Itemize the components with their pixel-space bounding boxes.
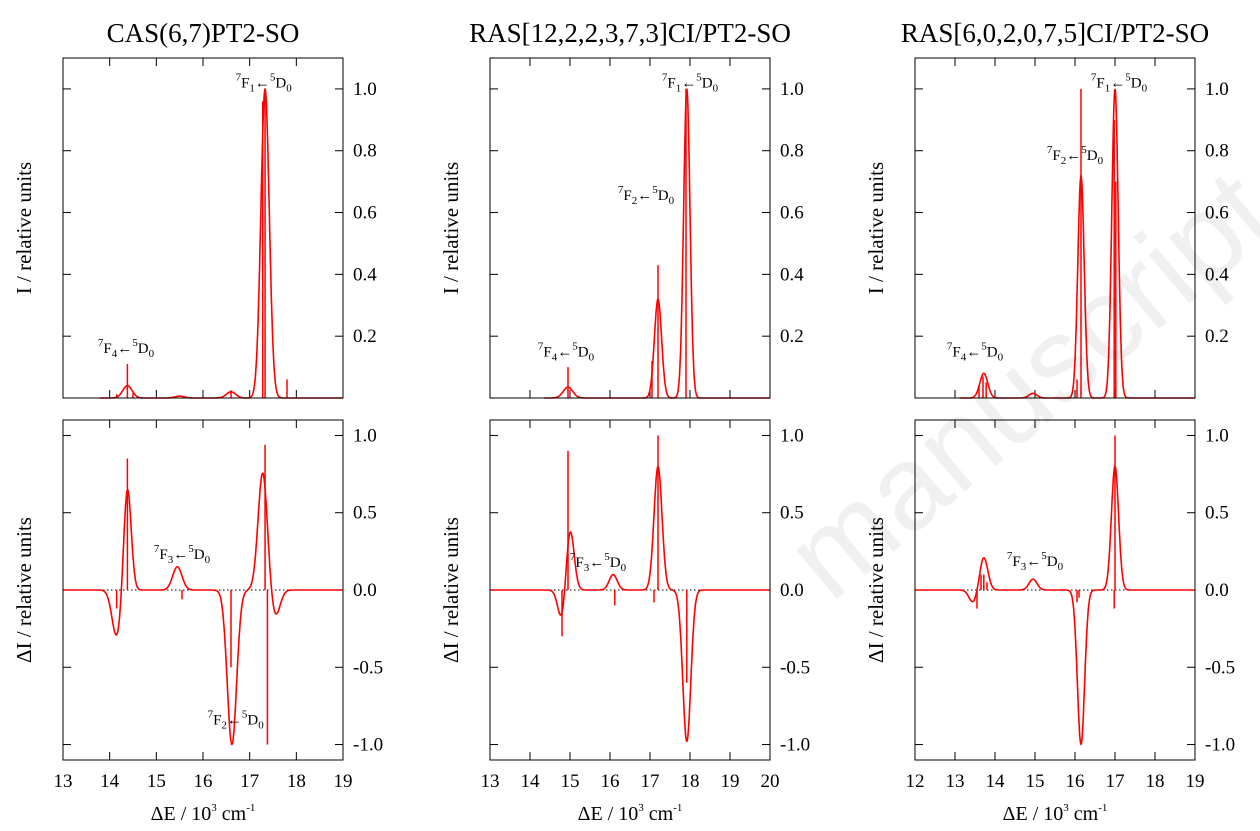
x-axis-label: ΔE / 103 cm-1: [151, 802, 256, 825]
plot-frame: [914, 57, 1196, 399]
x-tick-label: 13: [946, 771, 965, 792]
panel-1-top: RAS[12,2,2,3,7,3]CI/PT2-SO I / relative u…: [439, 18, 804, 399]
transition-annotation: 7F3←5D0: [154, 543, 211, 566]
transition-annotation: 7F3←5D0: [570, 551, 627, 574]
y-axis-label: I / relative units: [12, 162, 36, 294]
transition-annotation: 7F1←5D0: [1091, 71, 1148, 94]
y-axis-label: ΔI / relative units: [864, 517, 888, 663]
y-tick-label: 0.0: [1205, 580, 1229, 601]
y-tick-label: 1.0: [353, 425, 377, 446]
panel-0-top: CAS(6,7)PT2-SO I / relative units 0.2 0.4 0.…: [12, 18, 377, 399]
x-tick-label: 19: [1186, 771, 1205, 792]
panel-2-top: RAS[6,0,2,0,7,5]CI/PT2-SO I / relative un…: [864, 18, 1229, 399]
x-tick-label: 14: [100, 771, 120, 792]
y-tick-label: -0.5: [780, 657, 810, 678]
x-tick-label: 16: [1066, 771, 1085, 792]
plot-frame: [62, 419, 344, 761]
y-tick-label: -1.0: [1205, 735, 1235, 756]
panel-title: RAS[12,2,2,3,7,3]CI/PT2-SO: [469, 18, 791, 48]
y-tick-label: 0.4: [353, 264, 377, 285]
x-tick-label: 18: [1146, 771, 1165, 792]
y-axis-label: I / relative units: [439, 162, 463, 294]
y-tick-label: 1.0: [780, 425, 804, 446]
panel-title: RAS[6,0,2,0,7,5]CI/PT2-SO: [901, 18, 1209, 48]
series-curve: [914, 465, 1196, 746]
transition-annotation: 7F2←5D0: [208, 708, 265, 731]
y-tick-label: 0.4: [780, 264, 804, 285]
x-tick-label: 13: [481, 771, 500, 792]
y-tick-label: 0.5: [353, 503, 377, 524]
x-tick-label: 19: [334, 771, 353, 792]
x-tick-label: 16: [194, 771, 213, 792]
y-tick-label: -0.5: [1205, 657, 1235, 678]
x-tick-label: 15: [1026, 771, 1045, 792]
y-tick-label: 0.2: [780, 326, 804, 347]
y-axis-label: ΔI / relative units: [12, 517, 36, 663]
series-curve: [489, 465, 771, 743]
transition-annotation: 7F4←5D0: [538, 340, 595, 363]
y-tick-label: 1.0: [1205, 425, 1229, 446]
y-tick-label: 0.6: [1205, 203, 1229, 224]
panel-1-bottom: ΔI / relative units -1.0 -0.5 0.0 0.5 1.0 13 14…: [439, 419, 810, 825]
plot-frame: [489, 57, 771, 399]
x-tick-label: 17: [240, 771, 259, 792]
x-tick-label: 15: [561, 771, 580, 792]
plot-frame: [914, 419, 1196, 761]
x-tick-label: 14: [986, 771, 1006, 792]
y-tick-label: 0.4: [1205, 264, 1229, 285]
x-tick-label: 15: [147, 771, 166, 792]
y-tick-label: 0.2: [353, 326, 377, 347]
x-tick-label: 14: [521, 771, 541, 792]
y-axis-label: I / relative units: [864, 162, 888, 294]
transition-annotation: 7F1←5D0: [236, 71, 293, 94]
y-tick-label: 0.8: [1205, 141, 1229, 162]
y-tick-label: 0.0: [780, 580, 804, 601]
y-tick-label: -1.0: [353, 735, 383, 756]
series-curve: [62, 472, 344, 746]
y-tick-label: 0.0: [353, 580, 377, 601]
y-tick-label: 0.8: [780, 141, 804, 162]
x-tick-label: 20: [761, 771, 780, 792]
y-tick-label: 0.6: [780, 203, 804, 224]
y-tick-label: 0.2: [1205, 326, 1229, 347]
x-tick-label: 13: [54, 771, 73, 792]
y-axis-label: ΔI / relative units: [439, 517, 463, 663]
y-tick-label: 0.6: [353, 203, 377, 224]
series-curve: [99, 88, 344, 399]
y-tick-label: 1.0: [353, 79, 377, 100]
x-tick-label: 18: [287, 771, 306, 792]
transition-annotation: 7F4←5D0: [947, 340, 1004, 363]
x-axis-label: ΔE / 103 cm-1: [1003, 802, 1108, 825]
x-tick-label: 17: [1106, 771, 1125, 792]
y-tick-label: 1.0: [780, 79, 804, 100]
x-tick-label: 17: [641, 771, 660, 792]
transition-annotation: 7F1←5D0: [662, 71, 719, 94]
panel-2-bottom: ΔI / relative units -1.0 -0.5 0.0 0.5 1.0 12 13…: [864, 419, 1235, 825]
panel-0-bottom: ΔI / relative units -1.0 -0.5 0.0 0.5 1.0 13 14…: [12, 419, 383, 825]
y-tick-label: 0.5: [1205, 503, 1229, 524]
y-tick-label: 0.8: [353, 141, 377, 162]
plot-frame: [489, 419, 771, 761]
panel-title: CAS(6,7)PT2-SO: [107, 18, 300, 48]
y-tick-label: -0.5: [353, 657, 383, 678]
plot-frame: [62, 57, 344, 399]
x-tick-label: 16: [601, 771, 620, 792]
transition-annotation: 7F2←5D0: [1047, 144, 1104, 167]
y-tick-label: 1.0: [1205, 79, 1229, 100]
x-axis-label: ΔE / 103 cm-1: [578, 802, 683, 825]
transition-annotation: 7F4←5D0: [98, 337, 155, 360]
x-tick-label: 19: [721, 771, 740, 792]
transition-annotation: 7F3←5D0: [1007, 550, 1064, 573]
y-tick-label: 0.5: [780, 503, 804, 524]
x-tick-label: 18: [681, 771, 700, 792]
transition-annotation: 7F2←5D0: [618, 184, 675, 207]
y-tick-label: -1.0: [780, 735, 810, 756]
x-tick-label: 12: [906, 771, 925, 792]
